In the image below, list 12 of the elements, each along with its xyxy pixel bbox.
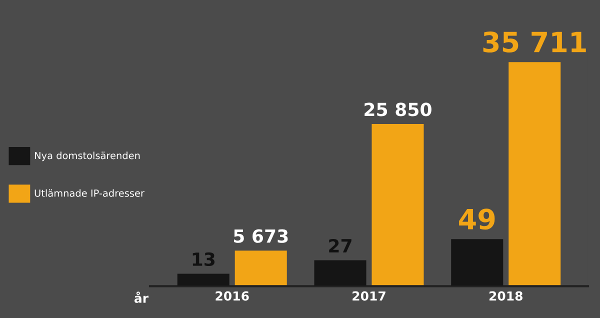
legend-label: Utlämnade IP-adresser [34, 189, 144, 197]
data-label: 13 [192, 252, 215, 266]
data-label: 5 673 [234, 229, 288, 243]
data-label: 27 [329, 238, 352, 252]
x-tick-label: 2018 [489, 291, 522, 301]
legend-label: Nya domstolsärenden [34, 152, 140, 162]
data-label: 35 711 [483, 32, 586, 53]
data-label: 49 [459, 208, 495, 230]
x-tick-label: 2016 [216, 291, 249, 301]
data-label: 25 850 [364, 102, 432, 116]
x-tick-label: 2017 [352, 291, 386, 301]
x-axis-title: år [134, 292, 149, 303]
